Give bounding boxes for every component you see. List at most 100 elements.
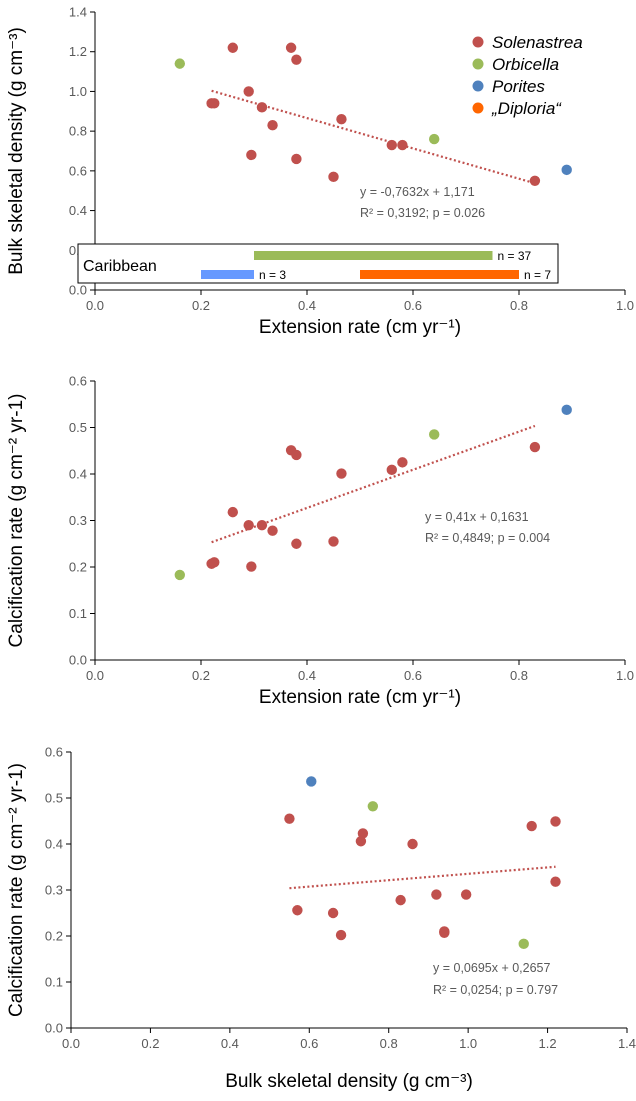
trendline: [289, 865, 556, 890]
y-tick-label: 0.0: [69, 653, 87, 668]
data-point-porites: [561, 404, 572, 416]
data-point-solenastrea: [355, 836, 367, 847]
y-tick-label: 0.4: [45, 837, 63, 852]
data-point-solenastrea: [526, 820, 537, 832]
y-tick-label: 0.4: [69, 203, 87, 218]
data-point-solenastrea: [227, 42, 238, 53]
x-tick-label: 0.2: [141, 1036, 159, 1051]
data-point-solenastrea: [209, 98, 220, 109]
y-tick-label: 1.4: [69, 5, 87, 20]
y-tick-label: 0.4: [69, 467, 87, 482]
data-point-solenastrea: [550, 816, 561, 827]
x-tick-label: 1.2: [539, 1036, 557, 1051]
data-point-solenastrea: [336, 468, 347, 479]
y-tick-label: 0.1: [69, 606, 87, 621]
legend-label: Porites: [492, 77, 545, 96]
data-point-solenastrea: [243, 86, 254, 97]
chart-panel-1: 0.00.20.40.60.81.00.00.20.40.60.81.01.21…: [6, 5, 634, 339]
data-point-solenastrea: [209, 557, 220, 568]
regression-stats: R² = 0,0254; p = 0.797: [433, 983, 558, 997]
y-axis-label: Bulk skeletal density (g cm⁻³): [6, 27, 27, 275]
data-point-solenastrea: [291, 153, 302, 165]
y-tick-label: 1.2: [69, 44, 87, 59]
inset-bar-label: n = 37: [498, 249, 532, 263]
data-point-solenastrea: [256, 519, 268, 531]
data-point-porites: [306, 776, 317, 787]
data-point-solenastrea: [291, 449, 302, 461]
data-point-solenastrea: [328, 536, 339, 547]
y-tick-label: 0.2: [45, 929, 63, 944]
legend-label: Orbicella: [492, 55, 559, 74]
data-point-solenastrea: [439, 927, 450, 938]
inset-range-bar: [254, 251, 493, 260]
caribbean-inset: Caribbean n = 37 n = 3 n = 7: [77, 243, 559, 284]
x-tick-label: 0.0: [86, 668, 104, 683]
data-point-orbicella: [429, 133, 440, 145]
y-tick-label: 0.6: [69, 163, 87, 178]
data-point-solenastrea: [386, 139, 397, 151]
legend-marker: [472, 36, 484, 48]
data-point-solenastrea: [529, 441, 541, 453]
regression-stats: R² = 0,3192; p = 0.026: [360, 206, 485, 220]
y-axis-label: Calcification rate (g cm⁻² yr-1): [6, 763, 27, 1017]
trendline: [211, 424, 536, 544]
trendline: [211, 89, 536, 185]
inset-bar-label: n = 3: [259, 268, 286, 282]
data-point-solenastrea: [227, 506, 238, 518]
data-point-solenastrea: [431, 889, 442, 900]
y-tick-label: 0.0: [69, 283, 87, 298]
inset-title: Caribbean: [83, 258, 157, 275]
y-tick-label: 0.5: [69, 420, 87, 435]
chart-panel-2: 0.0 0.2 0.4 0.6 0.8 1.0 0.0 0.1 0.2 0.3 0.4 0.5 0.6 E…: [6, 374, 634, 709]
data-point-solenastrea: [397, 457, 408, 468]
data-point-solenastrea: [291, 538, 302, 549]
y-tick-label: 0.0: [45, 1021, 63, 1036]
chart-panel-3: 0.0 0.2 0.4 0.6 0.8 1.0 1.2 1.4 0.0 0.1 0.2 0.3 0.4 0…: [6, 745, 636, 1093]
data-point-orbicella: [429, 429, 440, 440]
x-tick-label: 0.6: [404, 668, 422, 683]
y-tick-label: 0.3: [69, 513, 87, 528]
data-point-orbicella: [174, 58, 185, 69]
x-tick-label: 0.6: [404, 298, 422, 313]
regression-equation: y = 0,41x + 0,1631: [425, 510, 529, 524]
regression-stats: R² = 0,4849; p = 0.004: [425, 531, 550, 545]
x-tick-label: 0.0: [86, 298, 104, 313]
x-tick-label: 1.0: [616, 668, 634, 683]
y-axis-label: Calcification rate (g cm⁻² yr-1): [6, 394, 27, 648]
legend-label: Solenastrea: [492, 33, 583, 52]
x-tick-label: 0.0: [62, 1036, 80, 1051]
data-point-orbicella: [367, 801, 379, 812]
y-tick-label: 0.3: [45, 883, 63, 898]
x-tick-label: 0.8: [510, 298, 528, 313]
data-point-solenastrea: [267, 525, 278, 536]
data-point-orbicella: [174, 569, 185, 581]
x-tick-label: 0.4: [298, 298, 316, 313]
inset-range-bar: [360, 270, 519, 279]
data-point-solenastrea: [386, 464, 397, 476]
data-point-solenastrea: [291, 54, 302, 65]
x-tick-label: 0.6: [300, 1036, 318, 1051]
data-point-orbicella: [518, 938, 529, 950]
data-point-solenastrea: [285, 42, 297, 53]
regression-equation: y = 0,0695x + 0,2657: [433, 961, 551, 975]
x-axis-label: Extension rate (cm yr⁻¹): [259, 687, 461, 708]
x-tick-label: 0.8: [510, 668, 528, 683]
legend-marker: [472, 58, 484, 70]
x-tick-label: 0.4: [221, 1036, 239, 1051]
y-tick-label: 0.2: [69, 560, 87, 575]
data-point-solenastrea: [397, 139, 408, 151]
x-tick-label: 1.4: [618, 1036, 636, 1051]
y-tick-label: 0.6: [69, 374, 87, 389]
data-point-solenastrea: [336, 114, 347, 125]
regression-equation: y = -0,7632x + 1,171: [360, 185, 475, 199]
y-tick-label: 0.6: [45, 745, 63, 760]
data-point-solenastrea: [550, 876, 561, 887]
data-point-solenastrea: [243, 519, 254, 531]
legend: Solenastrea Orbicella Porites „Diploria“: [472, 33, 583, 118]
inset-bar-label: n = 7: [524, 268, 551, 282]
data-point-solenastrea: [327, 907, 339, 919]
legend-label: „Diploria“: [491, 99, 562, 118]
x-tick-label: 0.2: [192, 298, 210, 313]
data-point-solenastrea: [357, 828, 369, 839]
